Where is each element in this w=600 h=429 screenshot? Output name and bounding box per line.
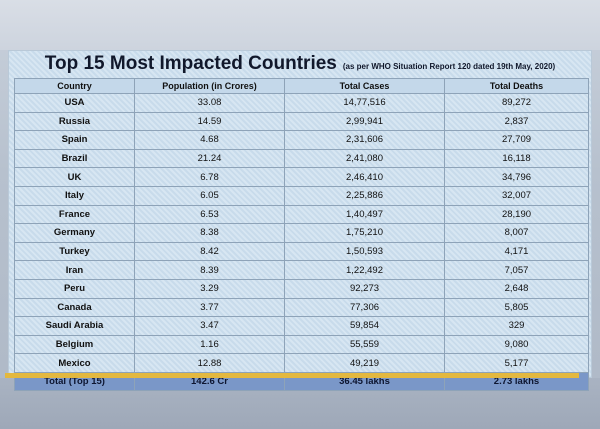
cell-total-cases: 2,46,410 (284, 167, 445, 187)
cell-population: 1.16 (134, 334, 285, 355)
cell-total-deaths: 2,837 (444, 111, 589, 132)
cell-country: Italy (14, 185, 135, 206)
cell-total-cases: 2,31,606 (284, 130, 445, 150)
cell-total-deaths: 89,272 (444, 93, 589, 113)
cell-total-deaths: 4,171 (444, 241, 589, 262)
cell-population: 12.88 (134, 353, 285, 373)
header-country: Country (14, 78, 135, 94)
cell-country: Spain (14, 130, 135, 150)
page-subtitle: (as per WHO Situation Report 120 dated 1… (342, 62, 556, 71)
table-row: Peru 3.29 92,273 2,648 (14, 278, 589, 299)
header-total-deaths: Total Deaths (444, 78, 589, 94)
table-body: USA 33.08 14,77,516 89,272 Russia 14.59 2,99,9… (14, 93, 589, 391)
cell-total-cases: 2,25,886 (284, 185, 445, 206)
cell-population: 3.77 (134, 297, 285, 318)
cell-population: 6.78 (134, 167, 285, 187)
slide: Top 15 Most Impacted Countries (as per W… (8, 50, 592, 391)
cell-total-deaths: 34,796 (444, 167, 589, 187)
cell-total-deaths: 5,177 (444, 353, 589, 373)
cell-population: 3.47 (134, 316, 285, 336)
cell-population: 6.53 (134, 204, 285, 225)
cell-country: Peru (14, 278, 135, 299)
cell-population: 8.38 (134, 223, 285, 243)
table-row: Spain 4.68 2,31,606 27,709 (14, 130, 589, 150)
cell-total-deaths: 27,709 (444, 130, 589, 150)
cell-total-cases: 1,50,593 (284, 241, 445, 262)
cell-population: 4.68 (134, 130, 285, 150)
table-row: Belgium 1.16 55,559 9,080 (14, 334, 589, 355)
cell-population: 6.05 (134, 185, 285, 206)
cell-total-deaths: 28,190 (444, 204, 589, 225)
cell-country: Germany (14, 223, 135, 243)
cell-total-cases: 55,559 (284, 334, 445, 355)
cut-off-row (5, 373, 579, 378)
background-top (0, 0, 600, 50)
cell-country: Mexico (14, 353, 135, 373)
header-row: Country Population (in Crores) Total Cas… (14, 78, 589, 94)
cell-total-cases: 49,219 (284, 353, 445, 373)
cell-country: Canada (14, 297, 135, 318)
cell-population: 33.08 (134, 93, 285, 113)
cell-total-cases: 14,77,516 (284, 93, 445, 113)
cell-total-cases: 1,75,210 (284, 223, 445, 243)
header-population: Population (in Crores) (134, 78, 285, 94)
cell-total-deaths: 9,080 (444, 334, 589, 355)
cell-population: 14.59 (134, 111, 285, 132)
table-row: France 6.53 1,40,497 28,190 (14, 204, 589, 225)
cell-total-deaths: 32,007 (444, 185, 589, 206)
table-row: Russia 14.59 2,99,941 2,837 (14, 111, 589, 132)
table-row: Iran 8.39 1,22,492 7,057 (14, 260, 589, 280)
table-row: Canada 3.77 77,306 5,805 (14, 297, 589, 318)
table-row: Brazil 21.24 2,41,080 16,118 (14, 148, 589, 169)
page-title: Top 15 Most Impacted Countries (44, 53, 337, 74)
cell-total-cases: 77,306 (284, 297, 445, 318)
header-total-cases: Total Cases (284, 78, 445, 94)
cell-total-cases: 2,41,080 (284, 148, 445, 169)
title-row: Top 15 Most Impacted Countries (as per W… (9, 51, 591, 79)
cell-total-deaths: 8,007 (444, 223, 589, 243)
cell-country: Russia (14, 111, 135, 132)
cell-population: 3.29 (134, 278, 285, 299)
data-table: Country Population (in Crores) Total Cas… (14, 78, 589, 391)
table-row: UK 6.78 2,46,410 34,796 (14, 167, 589, 187)
cell-total-cases: 59,854 (284, 316, 445, 336)
cell-total-deaths: 7,057 (444, 260, 589, 280)
cell-total-cases: 1,40,497 (284, 204, 445, 225)
table-row: Saudi Arabia 3.47 59,854 329 (14, 316, 589, 336)
table-row: Italy 6.05 2,25,886 32,007 (14, 185, 589, 206)
cell-total-deaths: 2,648 (444, 278, 589, 299)
cell-country: Belgium (14, 334, 135, 355)
cell-country: Saudi Arabia (14, 316, 135, 336)
cell-total-deaths: 5,805 (444, 297, 589, 318)
table-row: Mexico 12.88 49,219 5,177 (14, 353, 589, 373)
cell-population: 8.42 (134, 241, 285, 262)
cell-total-deaths: 16,118 (444, 148, 589, 169)
cell-country: USA (14, 93, 135, 113)
cell-country: France (14, 204, 135, 225)
cell-population: 21.24 (134, 148, 285, 169)
cell-total-cases: 1,22,492 (284, 260, 445, 280)
table-row: Turkey 8.42 1,50,593 4,171 (14, 241, 589, 262)
cell-country: UK (14, 167, 135, 187)
cell-country: Iran (14, 260, 135, 280)
cell-country: Brazil (14, 148, 135, 169)
table-row: USA 33.08 14,77,516 89,272 (14, 93, 589, 113)
cell-total-cases: 92,273 (284, 278, 445, 299)
table-row: Germany 8.38 1,75,210 8,007 (14, 223, 589, 243)
cell-total-cases: 2,99,941 (284, 111, 445, 132)
cell-total-deaths: 329 (444, 316, 589, 336)
cell-population: 8.39 (134, 260, 285, 280)
cell-country: Turkey (14, 241, 135, 262)
